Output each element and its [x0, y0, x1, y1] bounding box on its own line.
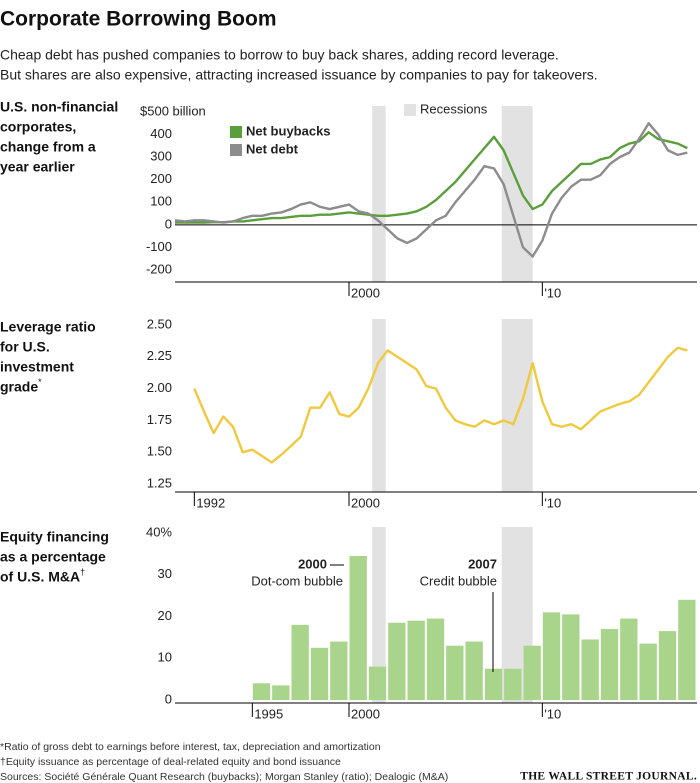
y-tick-label: 0 [165, 691, 172, 706]
y-tick-label: 1.75 [147, 412, 172, 427]
x-tick-label: 2000 [351, 495, 380, 510]
legend-label: Recessions [420, 101, 488, 116]
x-tick-label: '10 [544, 706, 561, 721]
footnote: †Equity issuance as percentage of deal-r… [0, 756, 341, 768]
bar [542, 612, 561, 700]
bar [658, 631, 677, 700]
x-tick-label: 2000 [351, 706, 380, 721]
panel-label: corporates, [0, 119, 76, 135]
bar [368, 666, 387, 700]
panel-label: grade* [0, 377, 42, 394]
x-tick-label: 1992 [196, 495, 225, 510]
bar [678, 599, 696, 700]
bar [252, 683, 271, 700]
bar [272, 685, 290, 700]
legend-label: Net buybacks [246, 123, 331, 138]
y-tick-label: 200 [150, 171, 172, 186]
panel-label: Equity financing [0, 529, 109, 545]
y-tick-label: 300 [150, 149, 172, 164]
legend-swatch [230, 126, 242, 138]
y-tick-label: 2.25 [147, 348, 172, 363]
bar [504, 668, 522, 700]
y-tick-label: 1.50 [147, 444, 172, 459]
annotation-text: Credit bubble [420, 573, 497, 588]
y-tick-label: 1.25 [147, 475, 172, 490]
bar [426, 618, 445, 700]
y-tick-label: 10 [158, 650, 172, 665]
y-tick-label: 0 [165, 216, 172, 231]
recession-band [372, 106, 386, 282]
brand: THE WALL STREET JOURNAL. [520, 771, 697, 783]
bar [330, 641, 348, 700]
y-tick-label: -200 [146, 261, 172, 276]
footnote-mark: * [38, 377, 42, 387]
bar [446, 645, 464, 700]
footnote-mark: † [80, 567, 85, 577]
panel-label: of U.S. M&A† [0, 567, 85, 584]
bar [407, 620, 425, 700]
y-tick-label: 400 [150, 126, 172, 141]
annotation-title: 2007 [468, 556, 497, 571]
series-line [175, 131, 688, 224]
y-tick-label: 40% [146, 524, 172, 539]
legend-swatch [404, 104, 416, 116]
bar [388, 622, 406, 700]
y-tick-label: -100 [146, 239, 172, 254]
panel-label: investment [0, 359, 74, 375]
x-tick-label: 1995 [254, 706, 283, 721]
y-tick-label: 2.00 [147, 380, 172, 395]
footnote: Sources: Société Générale Quant Research… [0, 771, 448, 783]
recession-band [372, 319, 386, 492]
panel-label: U.S. non-financial [0, 99, 118, 115]
footnote: *Ratio of gross debt to earnings before … [0, 741, 381, 753]
series-line [193, 346, 688, 464]
panel-label: as a percentage [0, 549, 106, 565]
series-line [174, 122, 688, 258]
panel-label: for U.S. [0, 339, 50, 355]
bar [310, 647, 329, 700]
y-tick-label: 30 [158, 566, 172, 581]
bar [639, 643, 657, 700]
legend-label: Net debt [246, 141, 299, 156]
bar [523, 645, 541, 700]
bar [581, 639, 599, 700]
recession-band [501, 319, 533, 492]
bar [562, 614, 580, 700]
y-tick-label: 20 [158, 608, 172, 623]
panel-label: Leverage ratio [0, 319, 96, 335]
annotation-text: Dot-com bubble [251, 573, 343, 588]
panel-label: change from a [0, 139, 96, 155]
bar [484, 668, 503, 700]
panel-label: year earlier [0, 159, 75, 175]
bar [465, 641, 483, 700]
bar [600, 629, 619, 700]
y-tick-label: 2.50 [147, 316, 172, 331]
y-tick-label: $500 billion [140, 103, 206, 118]
x-tick-label: '10 [544, 285, 561, 300]
subtitle: Cheap debt has pushed companies to borro… [0, 47, 559, 63]
bar [620, 618, 638, 700]
x-tick-label: 2000 [351, 285, 380, 300]
legend-swatch [230, 144, 242, 156]
title: Corporate Borrowing Boom [0, 8, 277, 31]
bar [291, 624, 309, 700]
x-tick-label: '10 [544, 495, 561, 510]
y-tick-label: 100 [150, 194, 172, 209]
subtitle: But shares are also expensive, attractin… [0, 67, 598, 83]
annotation-title: 2000 [298, 556, 327, 571]
bar [349, 555, 367, 700]
recession-band [372, 527, 386, 703]
